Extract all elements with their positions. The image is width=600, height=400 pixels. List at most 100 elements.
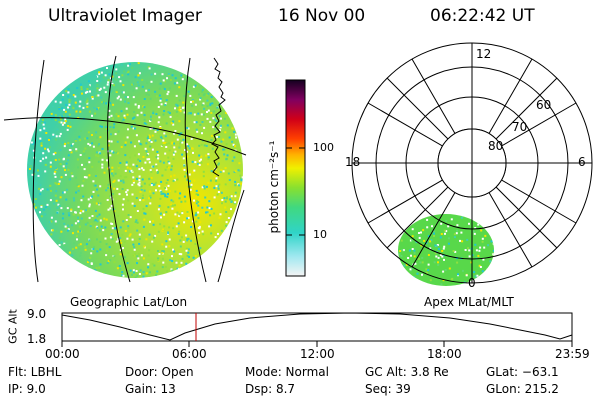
speckle — [124, 154, 127, 157]
speckle — [43, 127, 46, 130]
speckle — [147, 266, 150, 269]
speckle — [159, 134, 162, 137]
speckle — [484, 234, 487, 237]
speckle — [134, 276, 137, 278]
speckle — [42, 152, 45, 155]
speckle — [224, 230, 227, 233]
speckle — [168, 112, 171, 115]
speckle — [72, 213, 75, 216]
speckle — [126, 189, 129, 192]
speckle — [31, 173, 34, 176]
speckle — [153, 264, 156, 267]
speckle — [166, 93, 169, 96]
info-glon: GLon: 215.2 — [486, 382, 559, 396]
speckle — [184, 149, 186, 151]
speckle — [63, 191, 66, 194]
info-dsp: Dsp: 8.7 — [245, 382, 296, 396]
speckle — [209, 120, 212, 123]
speckle — [95, 154, 97, 157]
speckle — [133, 122, 136, 125]
speckle — [95, 151, 98, 154]
speckle — [70, 151, 73, 154]
speckle — [426, 226, 429, 229]
speckle — [58, 244, 61, 246]
time-label-2359: 23:59 — [555, 347, 590, 361]
speckle — [213, 118, 216, 121]
speckle — [120, 110, 123, 113]
speckle — [125, 163, 128, 166]
speckle — [216, 135, 218, 138]
speckle — [109, 236, 112, 239]
speckle — [151, 148, 154, 151]
speckle — [131, 238, 134, 241]
speckle — [158, 185, 161, 188]
speckle — [195, 128, 198, 131]
speckle — [193, 121, 196, 124]
speckle — [102, 272, 105, 275]
speckle — [162, 142, 165, 145]
speckle — [181, 78, 184, 81]
speckle — [216, 193, 219, 196]
speckle — [168, 162, 171, 165]
speckle — [33, 203, 36, 206]
speckle — [100, 225, 103, 228]
speckle — [201, 104, 204, 107]
speckle — [154, 130, 157, 133]
speckle — [176, 138, 179, 141]
speckle — [117, 239, 120, 242]
speckle — [149, 127, 152, 130]
speckle — [203, 144, 206, 147]
speckle — [132, 269, 135, 272]
speckle — [132, 243, 135, 246]
speckle — [96, 90, 99, 93]
speckle — [140, 111, 143, 114]
speckle — [180, 261, 183, 264]
speckle — [109, 133, 112, 136]
polar-plot — [351, 42, 593, 286]
speckle — [444, 269, 447, 271]
speckle — [110, 140, 113, 143]
speckle — [109, 126, 112, 128]
speckle — [192, 151, 194, 154]
speckle — [96, 238, 98, 241]
speckle — [125, 176, 128, 179]
speckle — [434, 252, 437, 255]
speckle — [74, 138, 77, 141]
speckle — [411, 248, 414, 250]
speckle — [167, 156, 170, 159]
speckle — [126, 237, 129, 240]
speckle — [131, 117, 134, 120]
time-label-0600: 06:00 — [172, 347, 207, 361]
speckle — [443, 258, 445, 261]
speckle — [215, 179, 218, 182]
speckle — [456, 261, 459, 264]
speckle — [195, 189, 198, 192]
speckle — [197, 162, 200, 165]
speckle — [149, 115, 152, 118]
speckle — [117, 179, 120, 182]
speckle — [115, 68, 118, 71]
speckle — [167, 160, 170, 163]
speckle — [142, 194, 144, 197]
speckle — [44, 227, 47, 230]
speckle — [120, 63, 123, 66]
speckle — [169, 79, 172, 81]
speckle — [150, 176, 153, 179]
speckle — [44, 147, 47, 150]
speckle — [121, 271, 124, 274]
speckle — [209, 102, 212, 105]
speckle — [143, 114, 146, 117]
speckle — [121, 203, 124, 206]
speckle — [96, 188, 99, 191]
speckle — [127, 64, 130, 67]
speckle — [99, 87, 102, 90]
speckle — [161, 144, 164, 147]
speckle — [179, 267, 182, 270]
speckle — [56, 128, 59, 131]
speckle — [131, 183, 134, 186]
speckle — [489, 260, 492, 263]
speckle — [117, 130, 120, 133]
speckle — [49, 199, 52, 202]
speckle — [75, 148, 78, 151]
speckle — [120, 179, 123, 182]
